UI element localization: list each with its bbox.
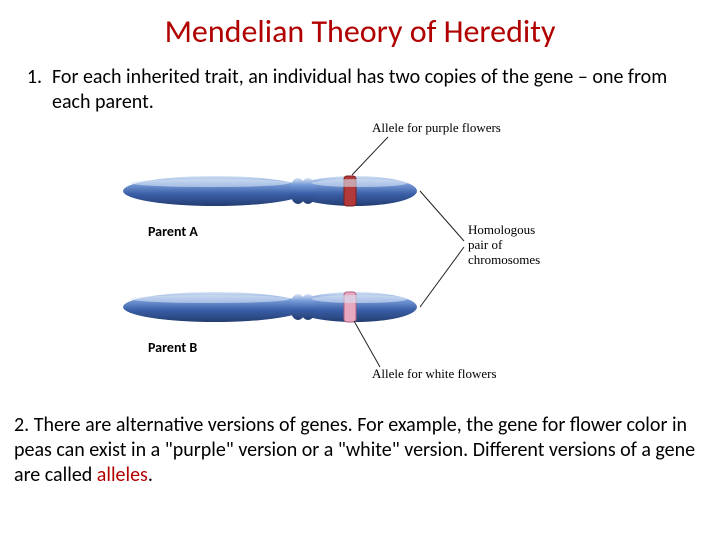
parent-a-label: Parent A	[148, 223, 198, 240]
point-1: 1. For each inherited trait, an individu…	[0, 65, 720, 115]
point-2: 2. There are alternative versions of gen…	[0, 413, 720, 488]
point-1-text: For each inherited trait, an individual …	[52, 65, 702, 115]
homologous-bracket	[412, 169, 532, 329]
point-2-suffix: .	[148, 463, 153, 487]
chromosome-diagram: Allele for purple flowers Parent A H	[0, 119, 720, 399]
parent-b-label: Parent B	[148, 339, 197, 356]
page-title: Mendelian Theory of Heredity	[0, 0, 720, 51]
point-1-number: 1.	[18, 65, 52, 115]
allele-white-label: Allele for white flowers	[372, 367, 497, 382]
alleles-term: alleles	[97, 463, 148, 487]
title-text: Mendelian Theory of Heredity	[165, 12, 556, 51]
